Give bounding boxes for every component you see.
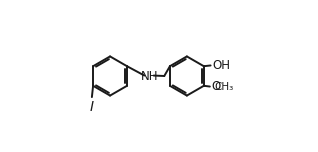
Text: O: O	[212, 80, 221, 93]
Text: NH: NH	[141, 69, 158, 83]
Text: OH: OH	[212, 59, 231, 72]
Text: CH₃: CH₃	[215, 81, 234, 92]
Text: I: I	[90, 100, 94, 114]
